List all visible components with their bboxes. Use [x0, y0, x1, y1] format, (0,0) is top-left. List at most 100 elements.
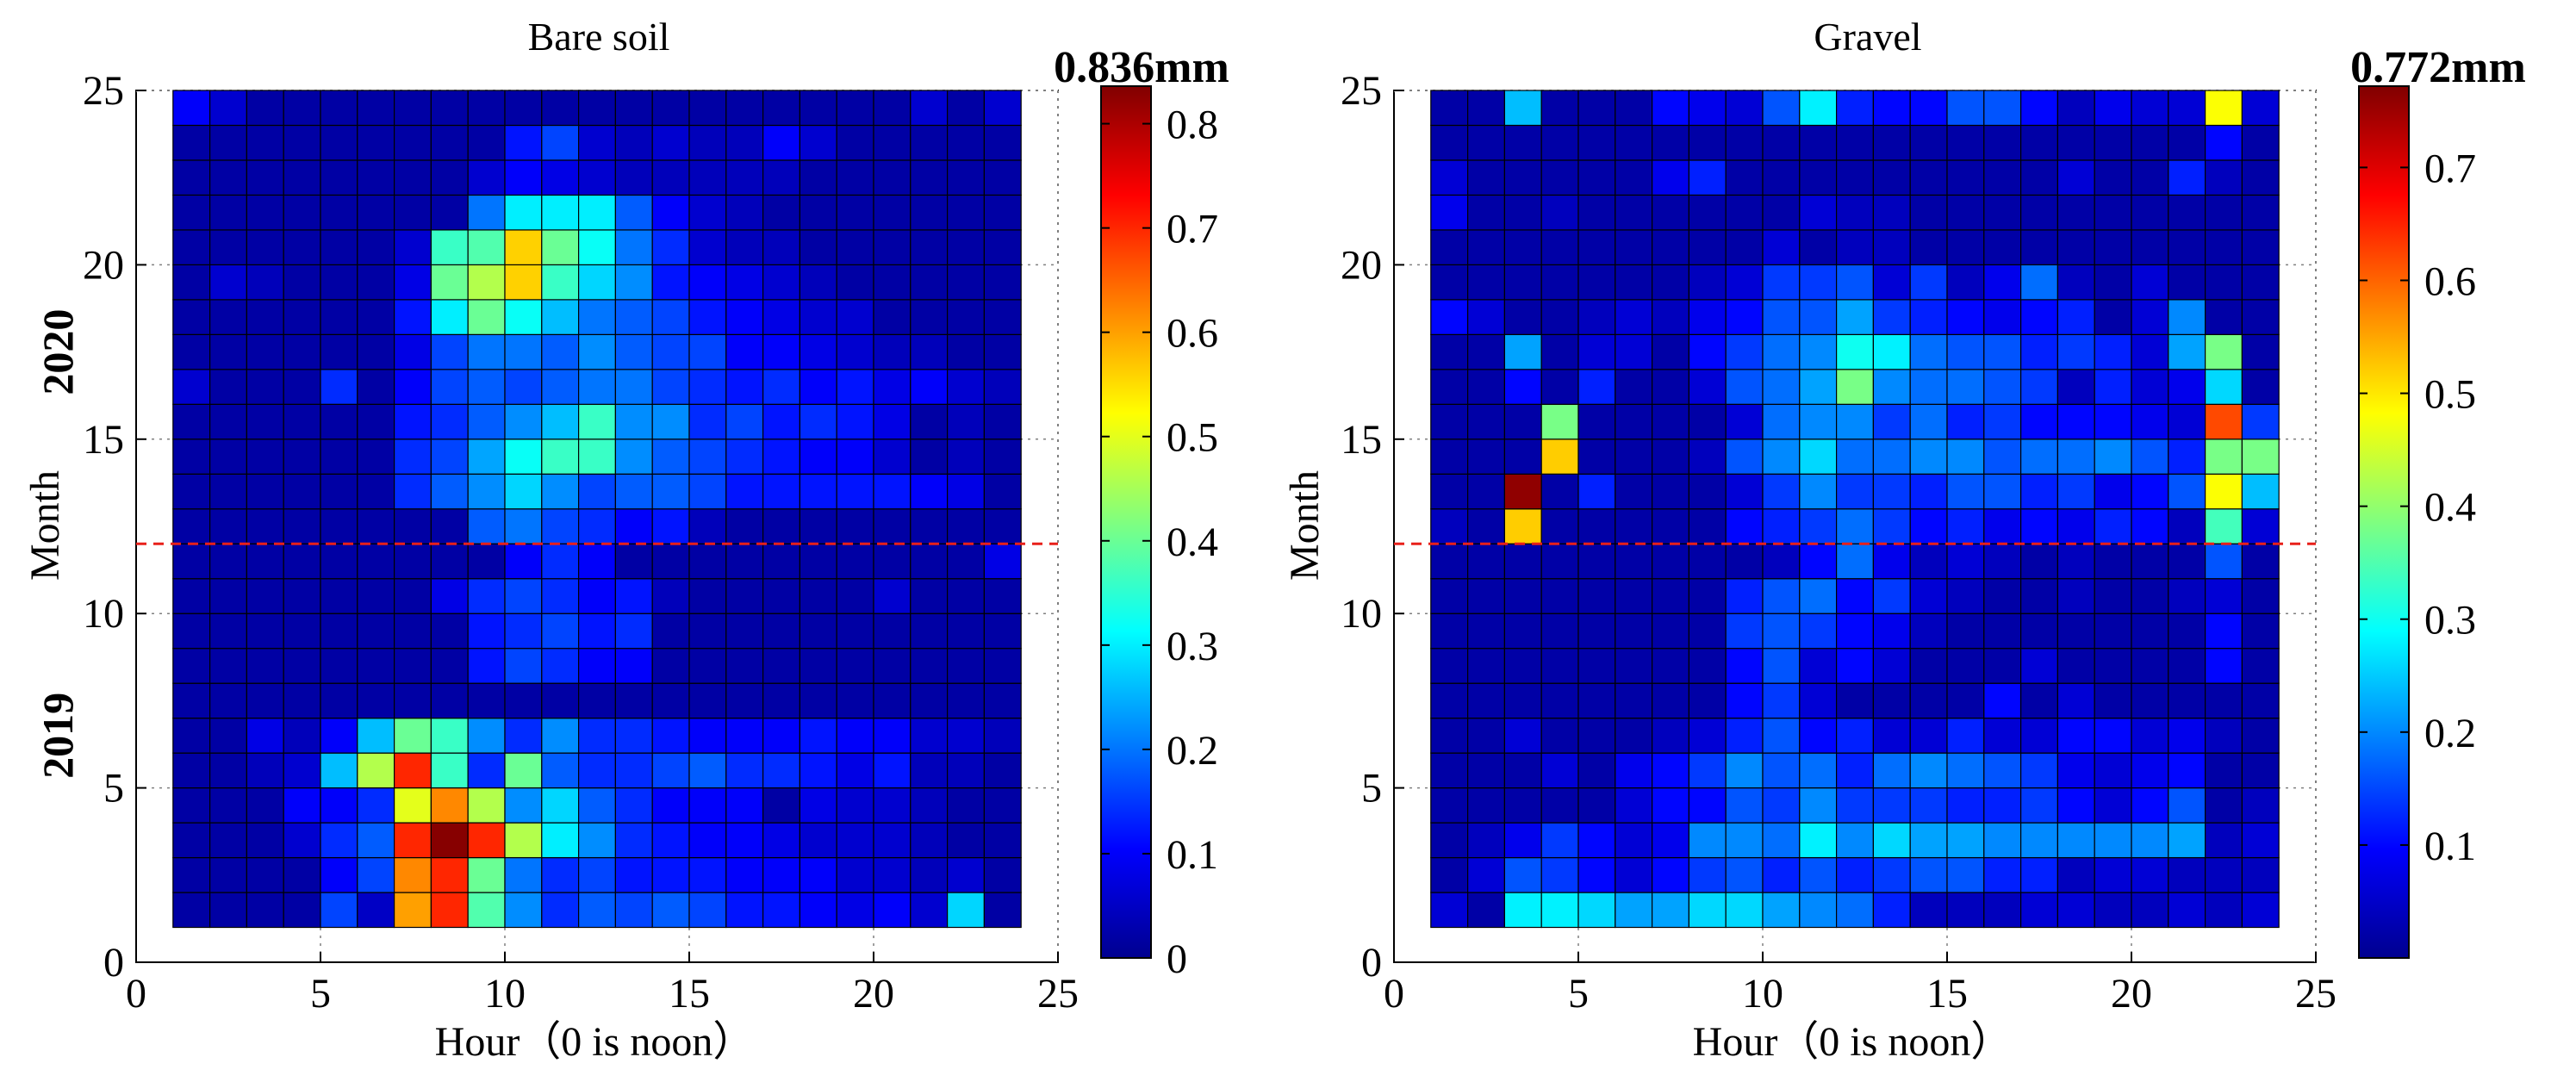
- heatmap-cell: [1725, 752, 1764, 789]
- heatmap-cell: [172, 718, 211, 754]
- heatmap-cell: [2056, 648, 2095, 684]
- heatmap-cell: [1799, 194, 1838, 231]
- heatmap-cell: [1430, 159, 1469, 196]
- heatmap-cell: [725, 856, 764, 893]
- heatmap-cell: [946, 648, 985, 684]
- heatmap-cell: [1872, 333, 1911, 370]
- heatmap-cell: [725, 578, 764, 614]
- heatmap-cell: [1872, 159, 1911, 196]
- heatmap-cell: [688, 856, 727, 893]
- heatmap-cell: [1725, 369, 1764, 405]
- heatmap-cell: [504, 856, 543, 893]
- heatmap-cell: [873, 90, 912, 127]
- y-tick-label: 0: [1361, 940, 1382, 986]
- heatmap-cell: [614, 90, 653, 127]
- heatmap-cell: [577, 752, 616, 789]
- heatmap-cell: [357, 856, 395, 893]
- heatmap-cell: [357, 752, 395, 789]
- heatmap-cell: [1946, 229, 1985, 266]
- heatmap-cell: [1577, 369, 1616, 405]
- heatmap-cell: [836, 438, 874, 475]
- heatmap-cell: [283, 543, 321, 580]
- heatmap-cell: [246, 613, 284, 650]
- x-tick-label: 20: [853, 971, 894, 1017]
- heatmap-cell: [430, 787, 469, 824]
- heatmap-cell: [2020, 787, 2059, 824]
- heatmap-cell: [873, 369, 912, 405]
- heatmap-cell: [1503, 822, 1542, 859]
- y-tick-label: 20: [83, 242, 124, 288]
- heatmap-cell: [320, 194, 358, 231]
- heatmap-cell: [246, 682, 284, 719]
- heatmap-cell: [2168, 543, 2206, 580]
- heatmap-cell: [1836, 613, 1875, 650]
- heatmap-cell: [541, 543, 580, 580]
- heatmap-cell: [2168, 229, 2206, 266]
- heatmap-cell: [1688, 648, 1727, 684]
- heatmap-cell: [1430, 403, 1469, 440]
- heatmap-cell: [1836, 473, 1875, 510]
- heatmap-cell: [651, 369, 690, 405]
- heatmap-cell: [2168, 787, 2206, 824]
- heatmap-cell: [799, 438, 837, 475]
- heatmap-cell: [2205, 264, 2243, 301]
- heatmap-cell: [910, 264, 949, 301]
- x-axis-label: Hour（0 is noon）: [435, 1019, 755, 1065]
- heatmap-cell: [946, 718, 985, 754]
- heatmap-cell: [873, 787, 912, 824]
- heatmap-cell: [1503, 578, 1542, 614]
- heatmap-cell: [320, 648, 358, 684]
- heatmap-cell: [541, 822, 580, 859]
- heatmap-cell: [614, 787, 653, 824]
- heatmap-cell: [1466, 648, 1505, 684]
- heatmap-cell: [762, 718, 800, 754]
- heatmap-cell: [762, 822, 800, 859]
- heatmap-cell: [1430, 578, 1469, 614]
- heatmap-cell: [1577, 752, 1616, 789]
- heatmap-cell: [946, 473, 985, 510]
- heatmap-cell: [1577, 229, 1616, 266]
- heatmap-cell: [2094, 822, 2132, 859]
- heatmap-cell: [2131, 682, 2169, 719]
- y-axis-label: Month: [1282, 470, 1328, 581]
- heatmap-cell: [1762, 124, 1801, 161]
- heatmap-cell: [1909, 229, 1948, 266]
- heatmap-cell: [172, 543, 211, 580]
- heatmap-cell: [1430, 333, 1469, 370]
- heatmap-cell: [1688, 508, 1727, 544]
- heatmap-cell: [357, 438, 395, 475]
- colorbar-tick-label: 0.5: [2424, 372, 2476, 418]
- heatmap-cell: [2094, 438, 2132, 475]
- heatmap-cell: [1503, 648, 1542, 684]
- heatmap-cell: [2241, 892, 2280, 929]
- heatmap-cell: [1946, 473, 1985, 510]
- heatmap-cell: [1725, 264, 1764, 301]
- colorbar-ticks: 0.1 0.2 0.3 0.4 0.5 0.6 0.7: [2359, 146, 2476, 869]
- heatmap-cell: [946, 369, 985, 405]
- heatmap-cell: [394, 752, 432, 789]
- heatmap-cell: [1762, 194, 1801, 231]
- heatmap-cell: [983, 264, 1022, 301]
- heatmap-cell: [2168, 90, 2206, 127]
- heatmap-cell: [1909, 648, 1948, 684]
- heatmap-cell: [1615, 333, 1653, 370]
- heatmap-cell: [2241, 856, 2280, 893]
- heatmap-cell: [467, 508, 506, 544]
- heatmap-cell: [1909, 613, 1948, 650]
- heatmap-cell: [2020, 856, 2059, 893]
- heatmap-cell: [209, 229, 248, 266]
- heatmap-cell: [873, 403, 912, 440]
- heatmap-cell: [651, 124, 690, 161]
- heatmap-cell: [873, 718, 912, 754]
- heatmap-cell: [688, 264, 727, 301]
- heatmap-cell: [1430, 264, 1469, 301]
- heatmap-cell: [172, 264, 211, 301]
- heatmap-cell: [1577, 578, 1616, 614]
- heatmap-cell: [946, 508, 985, 544]
- heatmap-cell: [2241, 682, 2280, 719]
- heatmap-cell: [1799, 473, 1838, 510]
- heatmap-cell: [910, 159, 949, 196]
- heatmap-cell: [2056, 159, 2095, 196]
- heatmap-cell: [762, 892, 800, 929]
- heatmap-cell: [1946, 543, 1985, 580]
